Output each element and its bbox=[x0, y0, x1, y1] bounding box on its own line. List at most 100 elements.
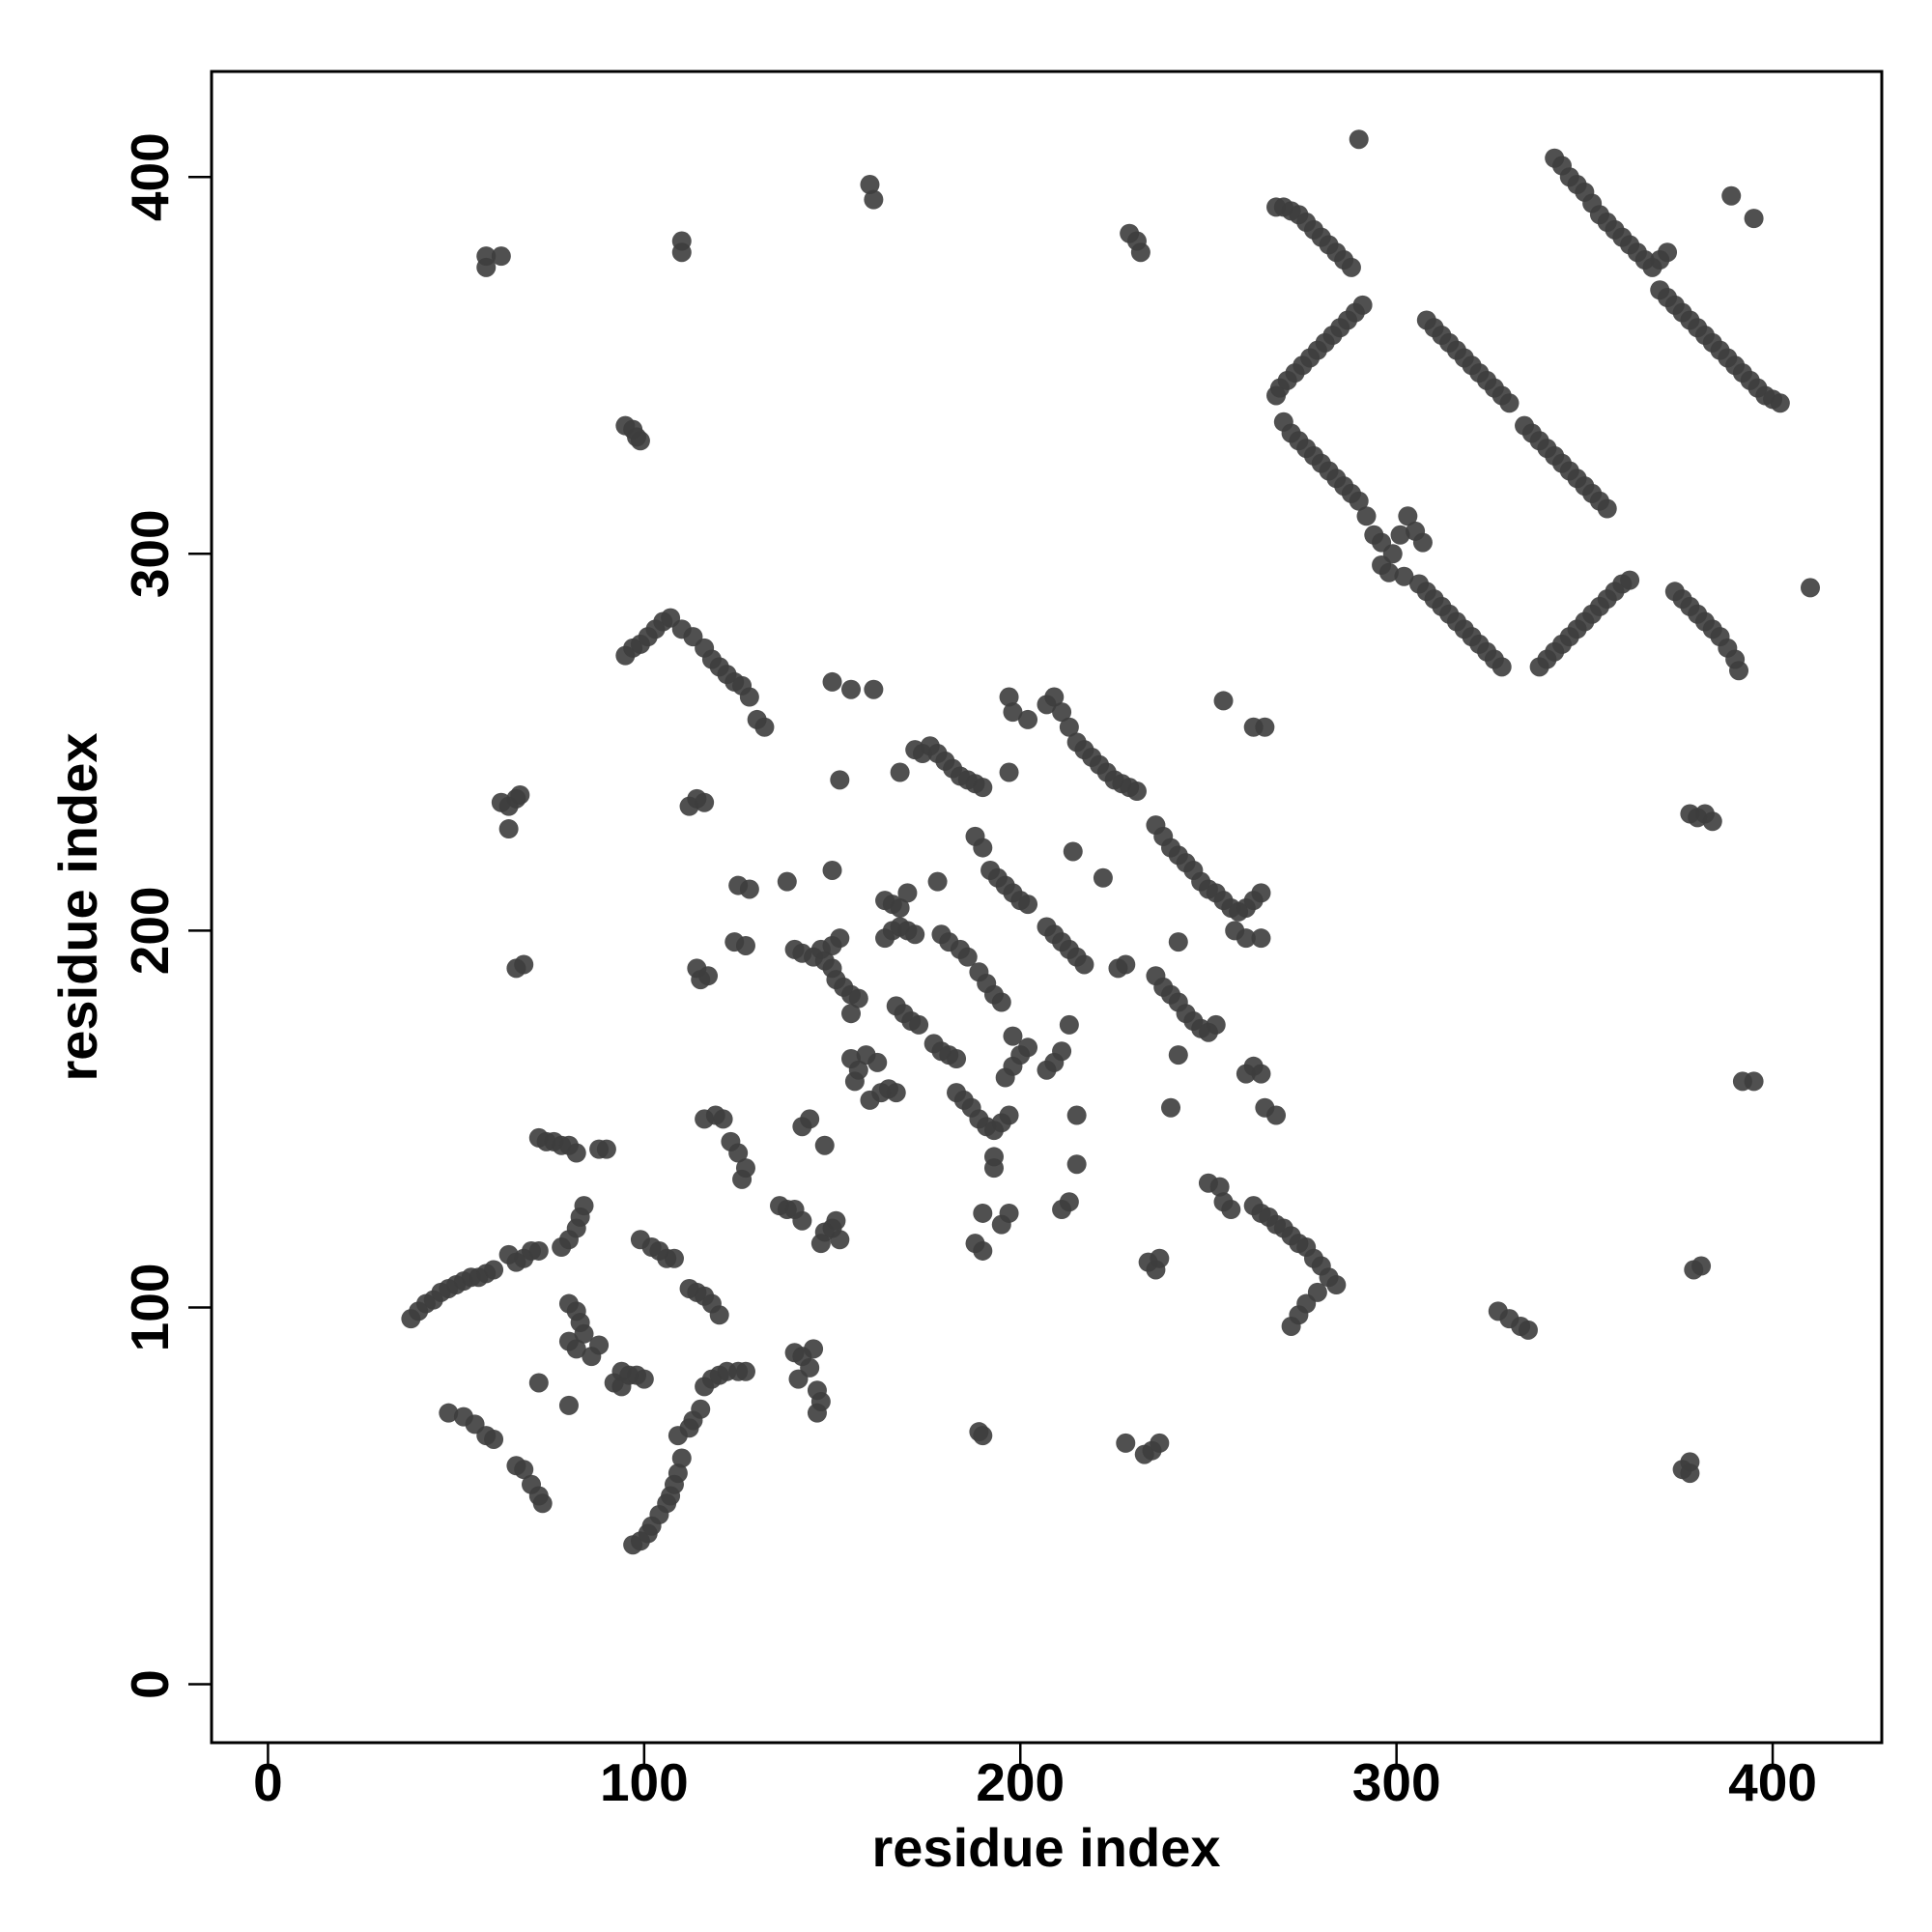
point bbox=[804, 1339, 824, 1359]
point bbox=[1658, 242, 1678, 263]
point bbox=[830, 1230, 850, 1250]
point bbox=[890, 897, 910, 918]
point bbox=[484, 1260, 504, 1280]
point bbox=[1326, 1275, 1347, 1295]
point bbox=[1126, 781, 1147, 802]
point bbox=[905, 924, 925, 945]
point bbox=[1066, 1105, 1087, 1125]
point bbox=[890, 762, 910, 782]
point bbox=[732, 1169, 753, 1189]
point bbox=[830, 770, 850, 790]
point bbox=[1729, 661, 1749, 681]
point bbox=[1620, 570, 1640, 590]
point bbox=[864, 189, 884, 210]
point bbox=[1801, 578, 1821, 598]
point bbox=[822, 671, 842, 692]
point bbox=[1744, 1071, 1764, 1092]
point bbox=[739, 687, 759, 707]
point bbox=[1236, 928, 1256, 949]
point bbox=[814, 1135, 835, 1155]
point bbox=[792, 1210, 812, 1231]
point bbox=[1255, 717, 1275, 737]
point bbox=[484, 1429, 504, 1449]
point bbox=[1130, 242, 1151, 263]
point bbox=[1052, 1200, 1072, 1220]
point bbox=[1770, 393, 1790, 413]
point bbox=[668, 1463, 688, 1484]
point bbox=[1499, 393, 1520, 413]
point bbox=[999, 687, 1019, 707]
point bbox=[1349, 491, 1369, 511]
point bbox=[1281, 1316, 1301, 1336]
point bbox=[1341, 257, 1361, 277]
point bbox=[1356, 506, 1377, 526]
point bbox=[671, 242, 692, 263]
x-tick-label: 200 bbox=[976, 1752, 1065, 1812]
point bbox=[1744, 209, 1764, 229]
point bbox=[1721, 185, 1742, 206]
x-axis-title: residue index bbox=[871, 1817, 1220, 1878]
point bbox=[1221, 1200, 1241, 1220]
point bbox=[1518, 1320, 1538, 1340]
y-tick-label: 300 bbox=[120, 509, 180, 598]
point bbox=[1074, 954, 1094, 975]
x-tick-label: 300 bbox=[1352, 1752, 1441, 1812]
y-axis-title: residue index bbox=[47, 732, 108, 1081]
point bbox=[897, 883, 918, 903]
point bbox=[830, 928, 850, 949]
point bbox=[582, 1347, 602, 1367]
point bbox=[1251, 883, 1271, 903]
point bbox=[1691, 1256, 1712, 1276]
y-tick-label: 100 bbox=[120, 1264, 180, 1352]
point bbox=[1213, 691, 1234, 711]
point bbox=[1052, 702, 1072, 723]
point bbox=[991, 992, 1011, 1012]
point bbox=[909, 1014, 929, 1035]
point bbox=[844, 1071, 865, 1092]
point bbox=[691, 1399, 711, 1419]
point bbox=[739, 879, 759, 899]
point bbox=[439, 1403, 459, 1423]
point bbox=[864, 679, 884, 699]
point bbox=[860, 175, 880, 195]
point bbox=[1018, 895, 1038, 915]
point bbox=[867, 1052, 888, 1072]
point bbox=[574, 1323, 594, 1344]
point bbox=[1018, 709, 1038, 729]
point bbox=[735, 935, 755, 955]
point bbox=[611, 1377, 632, 1397]
point bbox=[1161, 1097, 1181, 1118]
point bbox=[860, 1090, 880, 1110]
point bbox=[1003, 702, 1023, 723]
point bbox=[491, 246, 511, 267]
point bbox=[999, 762, 1019, 782]
point bbox=[1349, 129, 1369, 150]
point bbox=[695, 792, 715, 812]
point bbox=[691, 970, 711, 990]
point bbox=[528, 1240, 549, 1261]
point bbox=[927, 871, 948, 892]
point bbox=[558, 1395, 579, 1415]
point bbox=[886, 1083, 906, 1103]
point bbox=[574, 1196, 594, 1216]
point bbox=[498, 819, 519, 839]
y-tick-label: 400 bbox=[120, 132, 180, 221]
point bbox=[476, 257, 497, 277]
point bbox=[1394, 566, 1414, 586]
point bbox=[1150, 1433, 1170, 1453]
point bbox=[514, 1460, 534, 1480]
point bbox=[728, 1143, 749, 1163]
point bbox=[528, 1373, 549, 1393]
point bbox=[1059, 717, 1079, 737]
point bbox=[510, 784, 530, 805]
point bbox=[983, 1158, 1004, 1179]
point bbox=[1352, 295, 1373, 315]
point bbox=[1251, 1064, 1271, 1084]
point bbox=[973, 1426, 993, 1446]
point bbox=[777, 871, 797, 892]
point bbox=[1093, 867, 1113, 888]
point bbox=[1412, 532, 1433, 553]
point bbox=[973, 1203, 993, 1223]
point bbox=[1059, 1014, 1079, 1035]
